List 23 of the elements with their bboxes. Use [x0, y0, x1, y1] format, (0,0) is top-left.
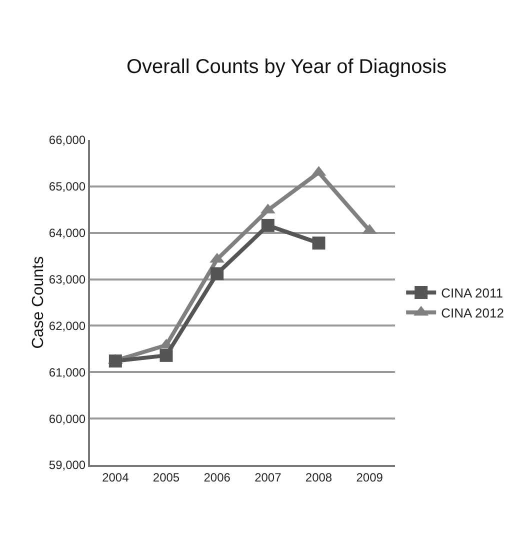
y-tick-label: 64,000 — [48, 226, 86, 240]
x-tick-label: 2004 — [102, 470, 130, 484]
point — [108, 354, 122, 368]
y-tick-label: 63,000 — [48, 272, 86, 286]
x-tick-label: 2007 — [254, 470, 282, 484]
point — [210, 267, 224, 280]
y-tick-label: 65,000 — [48, 180, 86, 194]
y-tick-label: 60,000 — [48, 412, 86, 426]
x-tick-label: 2006 — [204, 470, 231, 484]
legend-label: CINA 2012 — [441, 305, 504, 320]
x-tick-label: 2008 — [305, 470, 332, 484]
y-tick-label: 61,000 — [48, 365, 86, 380]
x-tick-label: 2005 — [152, 470, 180, 484]
point — [160, 348, 173, 362]
point — [261, 218, 274, 232]
chart-title: Overall Counts by Year of Diagnosis — [126, 56, 447, 78]
y-tick-label: 59,000 — [48, 458, 86, 472]
legend-label: CINA 2011 — [441, 286, 504, 301]
y-axis-title: Case Counts — [30, 256, 47, 349]
x-tick-label: 2009 — [356, 470, 384, 484]
point — [312, 236, 326, 250]
y-tick-label: 66,000 — [48, 133, 86, 148]
y-tick-label: 62,000 — [48, 318, 86, 333]
